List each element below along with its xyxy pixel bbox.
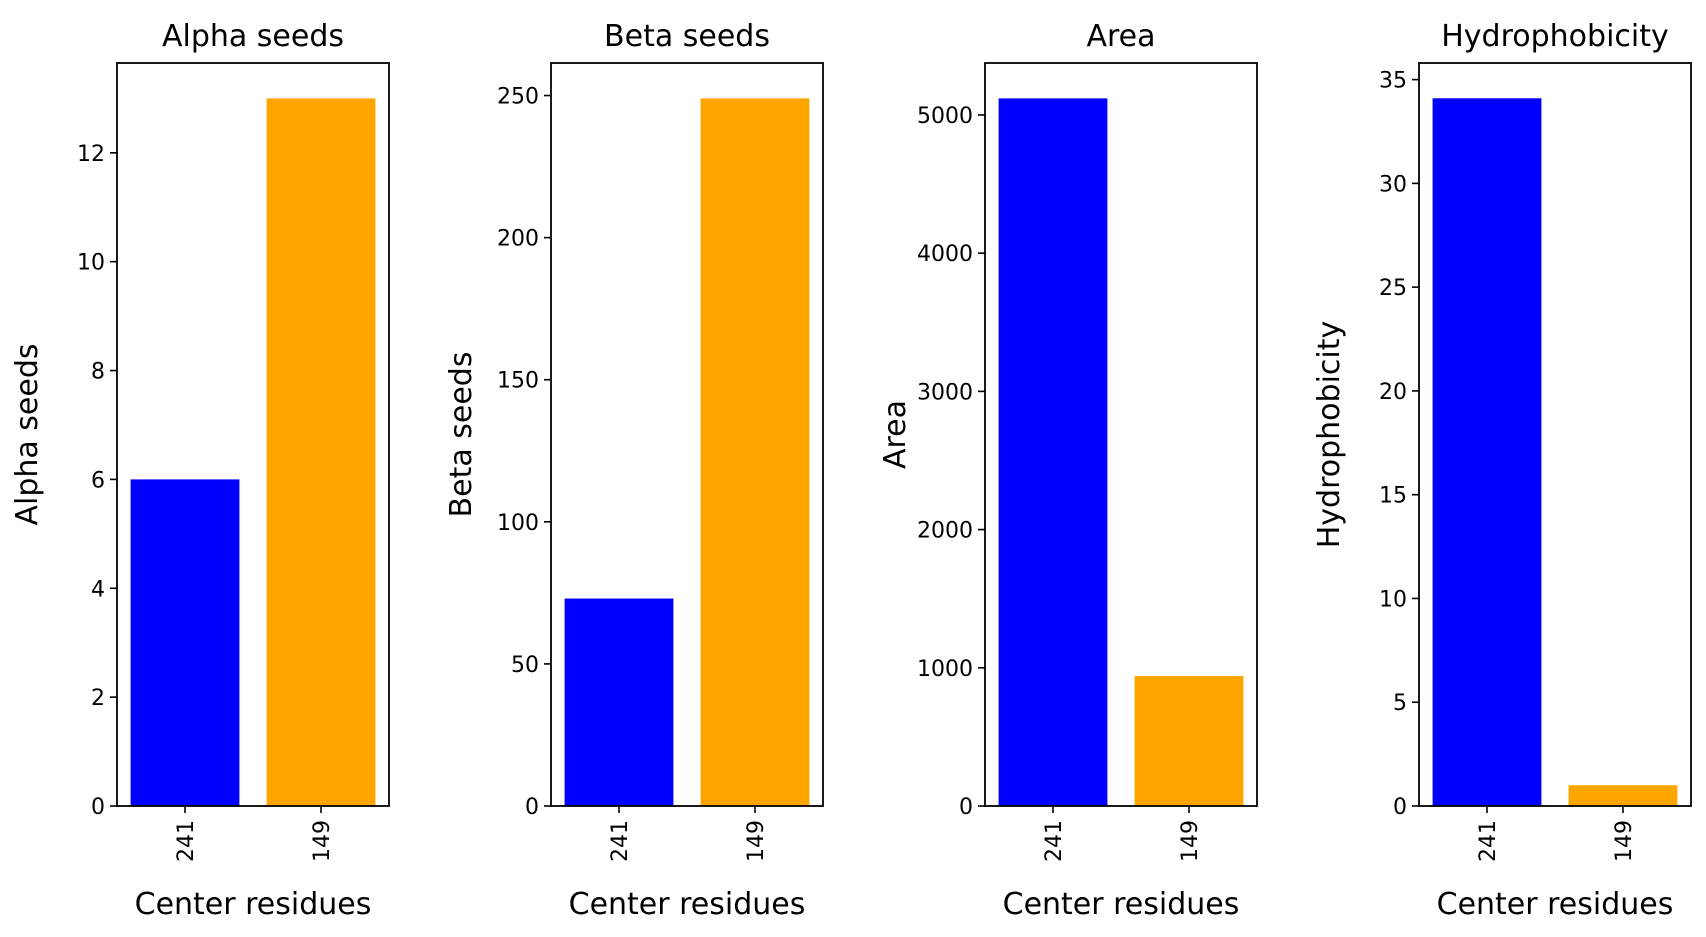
y-tick-label: 100 (497, 511, 539, 536)
y-tick-label: 35 (1379, 69, 1407, 94)
axes-frame (550, 62, 824, 807)
panel-4: 0 5 10 15 20 25 30 35 241 149 Hydrophobicity Center… (1312, 19, 1692, 922)
bar-241 (998, 98, 1108, 806)
axes-frame (984, 62, 1258, 807)
y-tick-label: 15 (1379, 484, 1407, 509)
x-tick-label: 149 (1612, 820, 1637, 862)
y-tick-label: 30 (1379, 172, 1407, 197)
bar-149 (1568, 785, 1678, 806)
y-tick-label: 20 (1379, 380, 1407, 405)
x-tick-label: 241 (1476, 820, 1501, 862)
x-axis-label: Center residues (569, 887, 806, 922)
panel-2: 0 50 100 150 200 250 241 149 Beta seeds Center re… (444, 19, 824, 922)
y-tick-label: 150 (497, 369, 539, 394)
bar-241 (130, 479, 240, 806)
axes-frame (1418, 62, 1692, 807)
y-tick-label: 6 (91, 468, 105, 493)
x-tick-label: 241 (1042, 820, 1067, 862)
y-axis-label: Area (878, 400, 913, 469)
x-tick-label: 241 (174, 820, 199, 862)
panel-3: 0 1000 2000 3000 4000 5000 241 149 Area Center re… (878, 19, 1258, 922)
y-tick-label: 0 (91, 795, 105, 820)
x-axis-label: Center residues (1003, 887, 1240, 922)
y-tick-label: 250 (497, 85, 539, 110)
y-tick-label: 200 (497, 227, 539, 252)
y-tick-label: 2000 (917, 519, 973, 544)
y-axis-label: Alpha seeds (10, 343, 45, 525)
panel-title: Hydrophobicity (1441, 19, 1669, 54)
y-tick-label: 25 (1379, 276, 1407, 301)
y-tick-label: 10 (1379, 587, 1407, 612)
axes-frame (116, 62, 390, 807)
panel-title: Alpha seeds (162, 19, 344, 54)
bar-149 (700, 98, 810, 806)
x-tick-label: 241 (608, 820, 633, 862)
bar-241 (1432, 98, 1542, 807)
bar-149 (1134, 676, 1244, 806)
y-tick-label: 5 (1393, 691, 1407, 716)
bar-241 (564, 598, 674, 806)
x-tick-label: 149 (744, 820, 769, 862)
panel-1: 0 2 4 6 8 10 12 241 149 Alpha seeds Center residue… (10, 19, 390, 922)
y-tick-label: 2 (91, 686, 105, 711)
y-tick-label: 8 (91, 360, 105, 385)
y-tick-label: 50 (511, 653, 539, 678)
y-tick-label: 0 (1393, 795, 1407, 820)
y-tick-label: 0 (525, 795, 539, 820)
panel-title: Beta seeds (604, 19, 770, 54)
y-tick-label: 4 (91, 577, 105, 602)
x-axis-label: Center residues (135, 887, 372, 922)
bar-149 (266, 98, 376, 806)
y-tick-label: 5000 (917, 104, 973, 129)
panel-title: Area (1086, 19, 1155, 54)
x-tick-label: 149 (310, 820, 335, 862)
y-tick-label: 0 (959, 795, 973, 820)
y-tick-label: 12 (77, 142, 105, 167)
y-tick-label: 3000 (917, 380, 973, 405)
y-axis-label: Beta seeds (444, 352, 479, 518)
x-tick-label: 149 (1178, 820, 1203, 862)
y-tick-label: 4000 (917, 242, 973, 267)
y-axis-label: Hydrophobicity (1312, 321, 1347, 549)
x-axis-label: Center residues (1437, 887, 1674, 922)
y-tick-label: 1000 (917, 657, 973, 682)
y-tick-label: 10 (77, 251, 105, 276)
